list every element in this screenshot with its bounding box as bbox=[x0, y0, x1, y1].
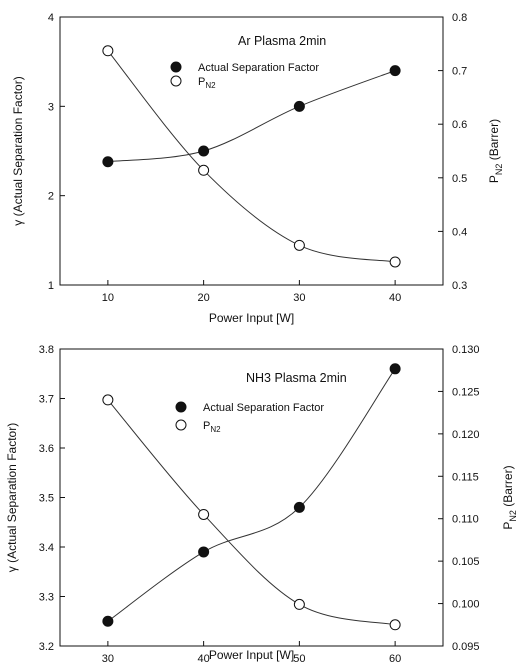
y-left-tick-label: 1 bbox=[48, 280, 54, 292]
x-tick-label: 40 bbox=[198, 653, 210, 664]
y-left-tick-label: 3.3 bbox=[39, 592, 54, 604]
x-axis-title: Power Input [W] bbox=[209, 311, 294, 325]
legend-label-main: P bbox=[198, 76, 205, 88]
ar-plasma-panel: 10 20 30 40 1 2 3 4 0.3 0.4 0.5 0.6 0.7 0.8 Power Inpu… bbox=[11, 12, 504, 325]
y-right-axis-title-main: P bbox=[487, 175, 501, 183]
y-right-tick-label: 0.6 bbox=[452, 119, 467, 131]
y-right-tick-label: 0.130 bbox=[452, 344, 480, 356]
y-right-tick-label: 0.105 bbox=[452, 556, 480, 568]
y-left-axis-title: γ (Actual Separation Factor) bbox=[5, 423, 19, 572]
x-tick-label: 60 bbox=[389, 653, 401, 664]
y-right-tick-label: 0.125 bbox=[452, 386, 480, 398]
separation-factor-point bbox=[293, 100, 305, 112]
separation-factor-point bbox=[389, 363, 401, 375]
legend-marker bbox=[175, 419, 187, 431]
pn2-point bbox=[198, 508, 210, 520]
y-right-axis-title: PN2 (Barrer) bbox=[487, 119, 504, 183]
y-right-axis-title-main: P bbox=[501, 522, 515, 530]
y-left-tick-label: 3.7 bbox=[39, 394, 54, 406]
y-right-tick-label: 0.100 bbox=[452, 599, 480, 611]
separation-factor-point bbox=[198, 145, 210, 157]
y-right-tick-label: 0.120 bbox=[452, 429, 480, 441]
y-left-tick-label: 4 bbox=[48, 12, 54, 24]
x-tick-label: 10 bbox=[102, 292, 114, 304]
separation-factor-point bbox=[198, 546, 210, 558]
pn2-point bbox=[293, 598, 305, 610]
x-tick-label: 40 bbox=[389, 292, 401, 304]
separation-factor-point bbox=[102, 156, 114, 168]
pn2-point bbox=[293, 239, 305, 251]
y-right-axis-title-subscript: N2 bbox=[508, 510, 518, 522]
x-tick-label: 30 bbox=[102, 653, 114, 664]
y-left-tick-label: 3.6 bbox=[39, 443, 54, 455]
y-right-axis-title: PN2 (Barrer) bbox=[501, 465, 518, 529]
y-left-tick-label: 3 bbox=[48, 101, 54, 113]
x-tick-label: 30 bbox=[293, 292, 305, 304]
y-right-axis-title-subscript: N2 bbox=[494, 164, 504, 176]
pn2-point bbox=[198, 164, 210, 176]
plot-frame bbox=[59, 16, 444, 286]
y-right-tick-label: 0.5 bbox=[452, 173, 467, 185]
nh3-plasma-panel: 30 40 50 60 3.2 3.3 3.4 3.5 3.6 3.7 3.8 0.095 0.100 0… bbox=[5, 344, 518, 664]
y-right-tick-label: 0.110 bbox=[452, 514, 479, 526]
x-tick-label: 50 bbox=[293, 653, 305, 664]
series-line bbox=[107, 368, 396, 622]
y-right-tick-label: 0.3 bbox=[452, 280, 467, 292]
legend-label: PN2 bbox=[203, 420, 221, 434]
x-tick-label: 20 bbox=[198, 292, 210, 304]
y-right-tick-label: 0.115 bbox=[452, 471, 479, 483]
legend-label: PN2 bbox=[198, 76, 216, 90]
legend-label-main: P bbox=[203, 420, 210, 432]
separation-factor-point bbox=[293, 501, 305, 513]
pn2-point bbox=[102, 394, 114, 406]
y-right-axis-title-unit: (Barrer) bbox=[487, 119, 501, 164]
pn2-point bbox=[389, 256, 401, 268]
y-left-tick-label: 3.5 bbox=[39, 493, 54, 505]
y-right-tick-label: 0.4 bbox=[452, 226, 467, 238]
legend-label-subscript: N2 bbox=[210, 425, 221, 434]
pn2-point bbox=[102, 45, 114, 57]
series-line bbox=[107, 70, 396, 163]
legend-marker bbox=[170, 61, 182, 73]
y-right-tick-label: 0.8 bbox=[452, 12, 467, 24]
panel-title: NH3 Plasma 2min bbox=[246, 371, 347, 385]
y-left-axis-title: γ (Actual Separation Factor) bbox=[11, 76, 25, 225]
legend-label: Actual Separation Factor bbox=[203, 402, 324, 414]
separation-factor-point bbox=[389, 65, 401, 77]
y-right-tick-label: 0.7 bbox=[452, 66, 467, 78]
series-line bbox=[107, 50, 396, 263]
legend-marker bbox=[170, 75, 182, 87]
y-right-axis-title-unit: (Barrer) bbox=[501, 465, 515, 510]
legend-label: Actual Separation Factor bbox=[198, 62, 319, 74]
pn2-point bbox=[389, 619, 401, 631]
y-right-tick-label: 0.095 bbox=[452, 641, 480, 653]
panel-title: Ar Plasma 2min bbox=[238, 34, 326, 48]
series-line bbox=[107, 399, 396, 626]
x-axis-title: Power Input [W] bbox=[209, 648, 294, 662]
separation-factor-point bbox=[102, 615, 114, 627]
y-left-tick-label: 3.8 bbox=[39, 344, 54, 356]
y-left-tick-label: 3.2 bbox=[39, 641, 54, 653]
legend-marker bbox=[175, 401, 187, 413]
y-left-tick-label: 2 bbox=[48, 191, 54, 203]
y-left-tick-label: 3.4 bbox=[39, 542, 54, 554]
legend-label-subscript: N2 bbox=[205, 81, 216, 90]
